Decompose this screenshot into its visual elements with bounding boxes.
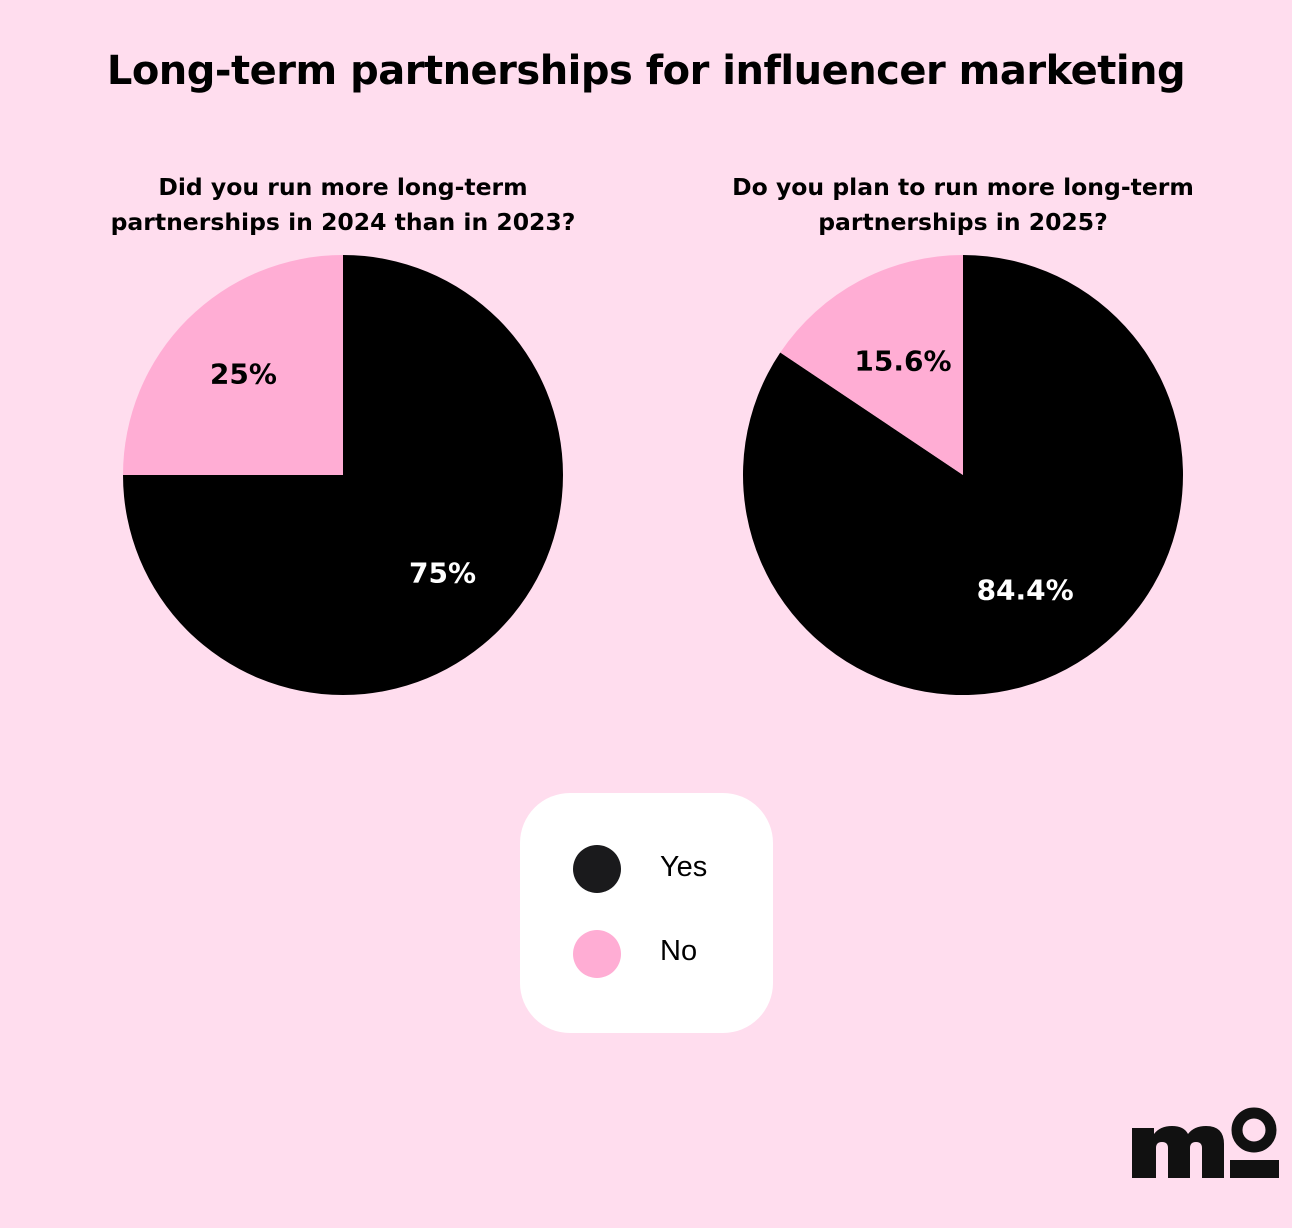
- legend-no-swatch: [573, 930, 621, 978]
- pie-charts: 75% 25% 84.4% 15.6%: [123, 255, 1183, 695]
- legend: Yes No: [520, 793, 773, 1033]
- legend-yes-label: Yes: [660, 851, 708, 883]
- pie-chart-2025: 84.4% 15.6%: [743, 255, 1183, 695]
- logo-m: [1132, 1126, 1224, 1178]
- pie-slice-label-yes: 84.4%: [977, 573, 1074, 606]
- legend-no-label: No: [660, 935, 698, 967]
- pie-chart-2024: 75% 25%: [123, 255, 563, 695]
- chart-title: Long-term partnerships for influencer ma…: [106, 48, 1186, 94]
- pie-slice-no: [780, 255, 963, 475]
- pie-slice-label-no: 25%: [210, 357, 277, 390]
- pie-slice-label-no: 15.6%: [854, 344, 951, 377]
- logo-bar: [1230, 1160, 1279, 1178]
- pie-left-title: Did you run more long-term partnerships …: [110, 173, 576, 236]
- pie-slice-label-yes: 75%: [409, 557, 476, 590]
- pie-slice-no: [123, 255, 343, 475]
- logo-o: [1231, 1107, 1277, 1153]
- legend-yes-swatch: [573, 845, 621, 893]
- pie-right-title: Do you plan to run more long-term partne…: [732, 173, 1194, 236]
- brand-logo: [1132, 1107, 1279, 1178]
